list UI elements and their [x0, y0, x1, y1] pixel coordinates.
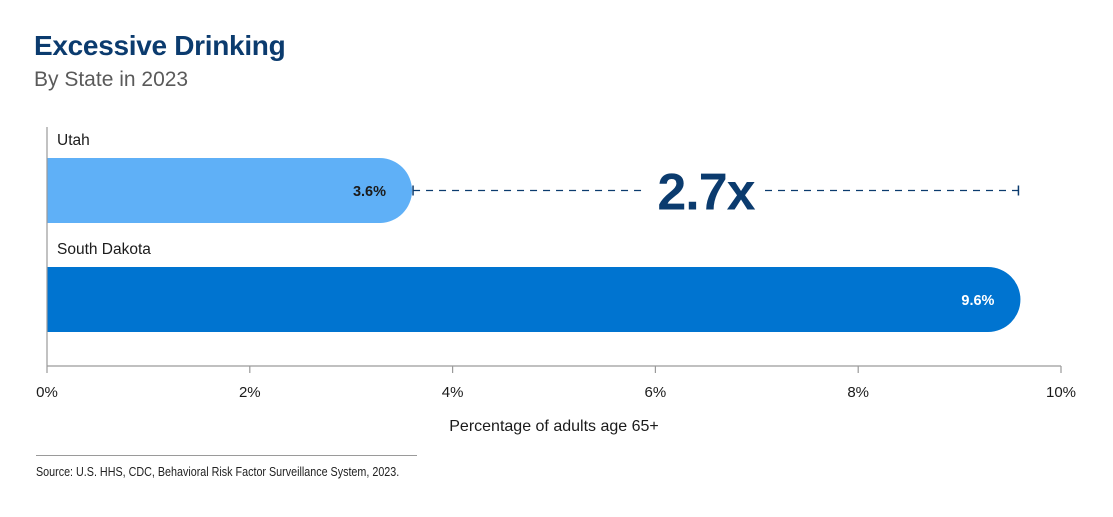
x-tick-label: 10% [1046, 384, 1076, 401]
bar-south-dakota [47, 267, 1021, 332]
category-label: Utah [57, 132, 90, 149]
chart-subtitle: By State in 2023 [34, 68, 189, 91]
source-note: Source: U.S. HHS, CDC, Behavioral Risk F… [36, 465, 400, 479]
ratio-annotation: 2.7x [657, 164, 755, 222]
x-tick-label: 0% [36, 384, 58, 401]
x-tick-label: 4% [442, 384, 464, 401]
chart-title: Excessive Drinking [34, 30, 286, 61]
data-label: 3.6% [353, 184, 386, 200]
data-label: 9.6% [961, 293, 994, 309]
x-tick-label: 6% [645, 384, 667, 401]
bar-utah [47, 158, 413, 223]
category-label: South Dakota [57, 241, 151, 258]
x-tick-label: 8% [847, 384, 869, 401]
source-divider [36, 455, 417, 456]
x-tick-label: 2% [239, 384, 261, 401]
x-axis-title: Percentage of adults age 65+ [449, 418, 659, 435]
